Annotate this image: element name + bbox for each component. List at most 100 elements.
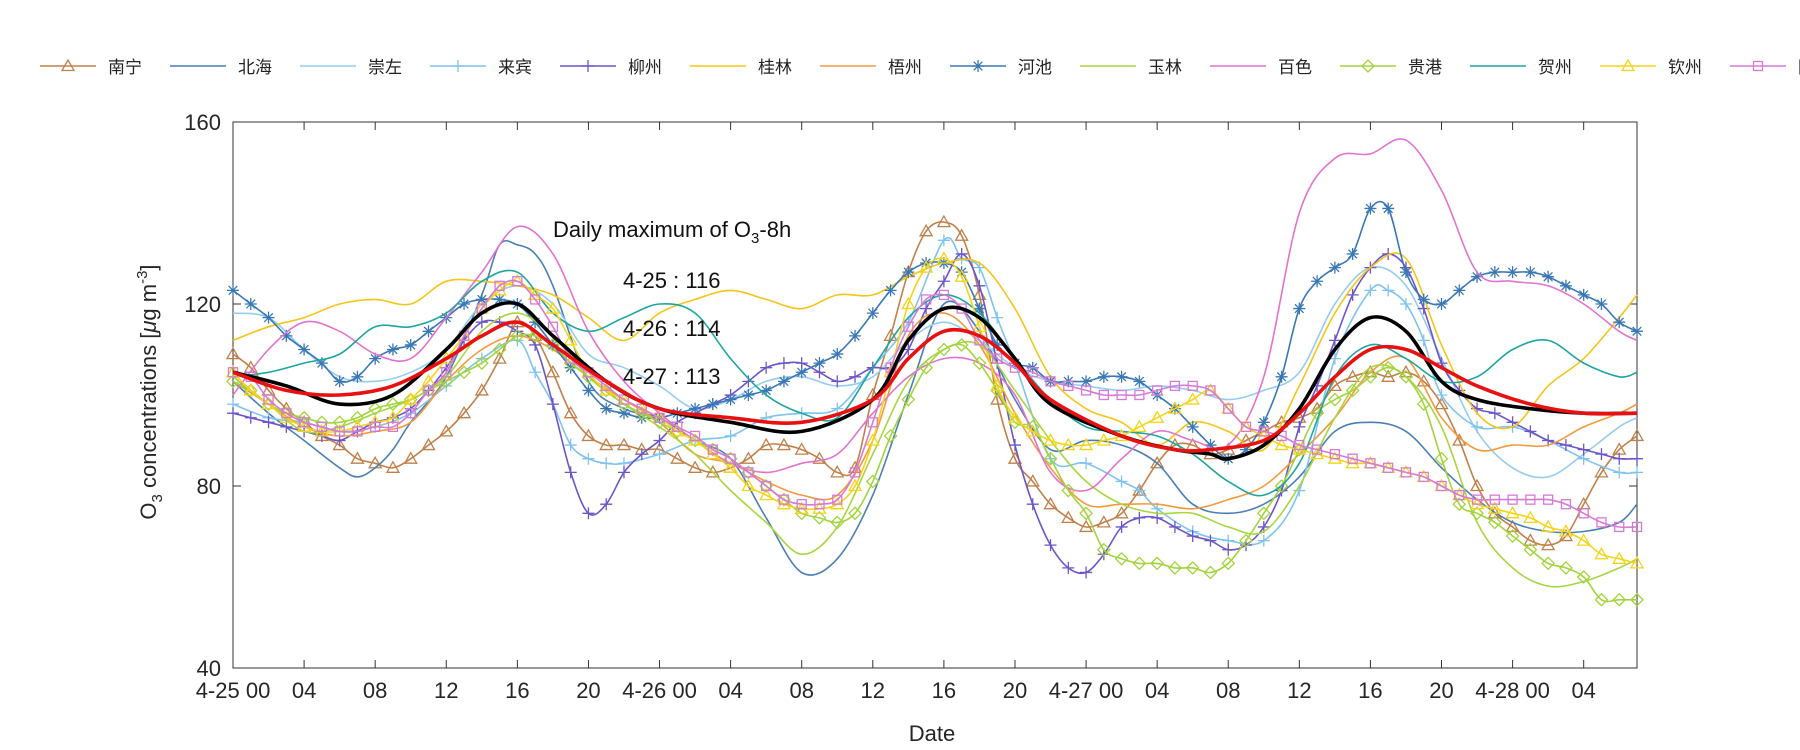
data-point: [227, 284, 239, 297]
series-1: [225, 214, 1645, 551]
data-point: [1080, 375, 1093, 388]
data-point: [1327, 451, 1342, 464]
data-point: [1257, 416, 1270, 429]
y-axis-label-sup: -3: [134, 271, 151, 284]
series-layer: [225, 138, 1645, 607]
x-tick-label: 04: [1145, 678, 1169, 703]
legend-marker: [1361, 59, 1375, 73]
data-point: [938, 289, 950, 301]
data-point: [316, 421, 328, 433]
data-point: [1061, 510, 1076, 523]
data-point: [1115, 520, 1128, 533]
data-point: [296, 419, 312, 433]
data-point: [1258, 426, 1269, 437]
legend-item: 来宾: [430, 58, 532, 77]
data-point: [1169, 380, 1181, 392]
data-point: [1558, 528, 1574, 542]
data-point: [616, 437, 632, 451]
data-point: [794, 506, 809, 521]
legend-label: 贵港: [1408, 58, 1442, 77]
data-point: [865, 474, 880, 489]
data-point: [263, 394, 274, 405]
data-point: [298, 343, 311, 356]
data-point: [564, 439, 577, 452]
data-point: [1116, 389, 1127, 401]
data-point: [1133, 375, 1146, 388]
legend-label: 百色: [1278, 58, 1312, 77]
data-point: [1080, 566, 1093, 579]
data-point: [1239, 533, 1253, 548]
data-point: [672, 421, 683, 433]
data-point: [386, 343, 399, 356]
data-point: [1096, 515, 1111, 528]
x-tick-label: 4-27 00: [1049, 678, 1124, 703]
data-point: [777, 375, 790, 388]
data-point: [545, 364, 561, 378]
mean-line: [232, 320, 1638, 453]
data-point: [706, 398, 719, 411]
data-point: [529, 366, 542, 379]
data-point: [705, 465, 720, 478]
data-point: [707, 444, 718, 455]
data-point: [725, 453, 736, 464]
data-point: [1186, 530, 1199, 543]
legend-label: 防城港: [1798, 58, 1800, 77]
data-point: [474, 356, 489, 371]
legend-item: 桂林: [690, 58, 792, 77]
legend-item: 崇左: [300, 58, 402, 77]
data-point: [1080, 385, 1092, 396]
data-point: [1523, 510, 1538, 523]
data-point: [936, 214, 952, 228]
data-point: [832, 494, 843, 505]
data-point: [1311, 444, 1323, 455]
data-point: [564, 466, 577, 479]
y-axis-label-close: ]: [136, 264, 161, 270]
data-point: [1079, 506, 1093, 521]
mean-line: [232, 300, 1638, 461]
data-point: [1594, 465, 1609, 478]
data-point: [1382, 202, 1395, 215]
data-point: [1381, 360, 1396, 375]
data-point: [1399, 369, 1413, 384]
data-point: [1078, 519, 1094, 533]
data-point: [386, 397, 400, 412]
x-tick-label: 04: [718, 678, 742, 703]
annotation-title-pre: Daily maximum of O: [553, 217, 751, 242]
data-point: [848, 506, 862, 521]
data-point: [1133, 484, 1146, 497]
data-point: [689, 430, 701, 442]
series-line: [232, 252, 1638, 452]
data-point: [1471, 420, 1484, 433]
y-tick-label: 40: [197, 656, 221, 681]
data-point: [1400, 467, 1412, 478]
legend-marker: [60, 58, 76, 72]
data-point: [1434, 396, 1449, 410]
data-point: [990, 378, 1005, 392]
data-point: [1489, 494, 1500, 505]
data-point: [1612, 551, 1627, 564]
data-point: [474, 383, 489, 396]
data-point: [814, 499, 825, 510]
data-point: [812, 451, 827, 464]
data-point: [314, 424, 329, 437]
data-point: [563, 333, 578, 346]
data-point: [867, 417, 878, 428]
legend-marker: [582, 60, 594, 72]
data-point: [563, 405, 578, 419]
data-point: [1558, 560, 1573, 575]
data-point: [830, 496, 845, 510]
x-tick-label: 16: [932, 678, 956, 703]
data-point: [1222, 543, 1235, 556]
data-point: [1221, 556, 1236, 571]
data-point: [761, 480, 772, 492]
legend-marker: [1752, 60, 1764, 72]
data-point: [1114, 551, 1129, 566]
data-point: [370, 421, 381, 433]
data-point: [1524, 266, 1537, 279]
data-point: [1328, 261, 1341, 274]
data-point: [351, 370, 364, 383]
legend-item: 贺州: [1470, 58, 1572, 77]
y-tick-label: 120: [184, 292, 221, 317]
data-point: [262, 311, 275, 324]
data-point: [581, 428, 596, 442]
